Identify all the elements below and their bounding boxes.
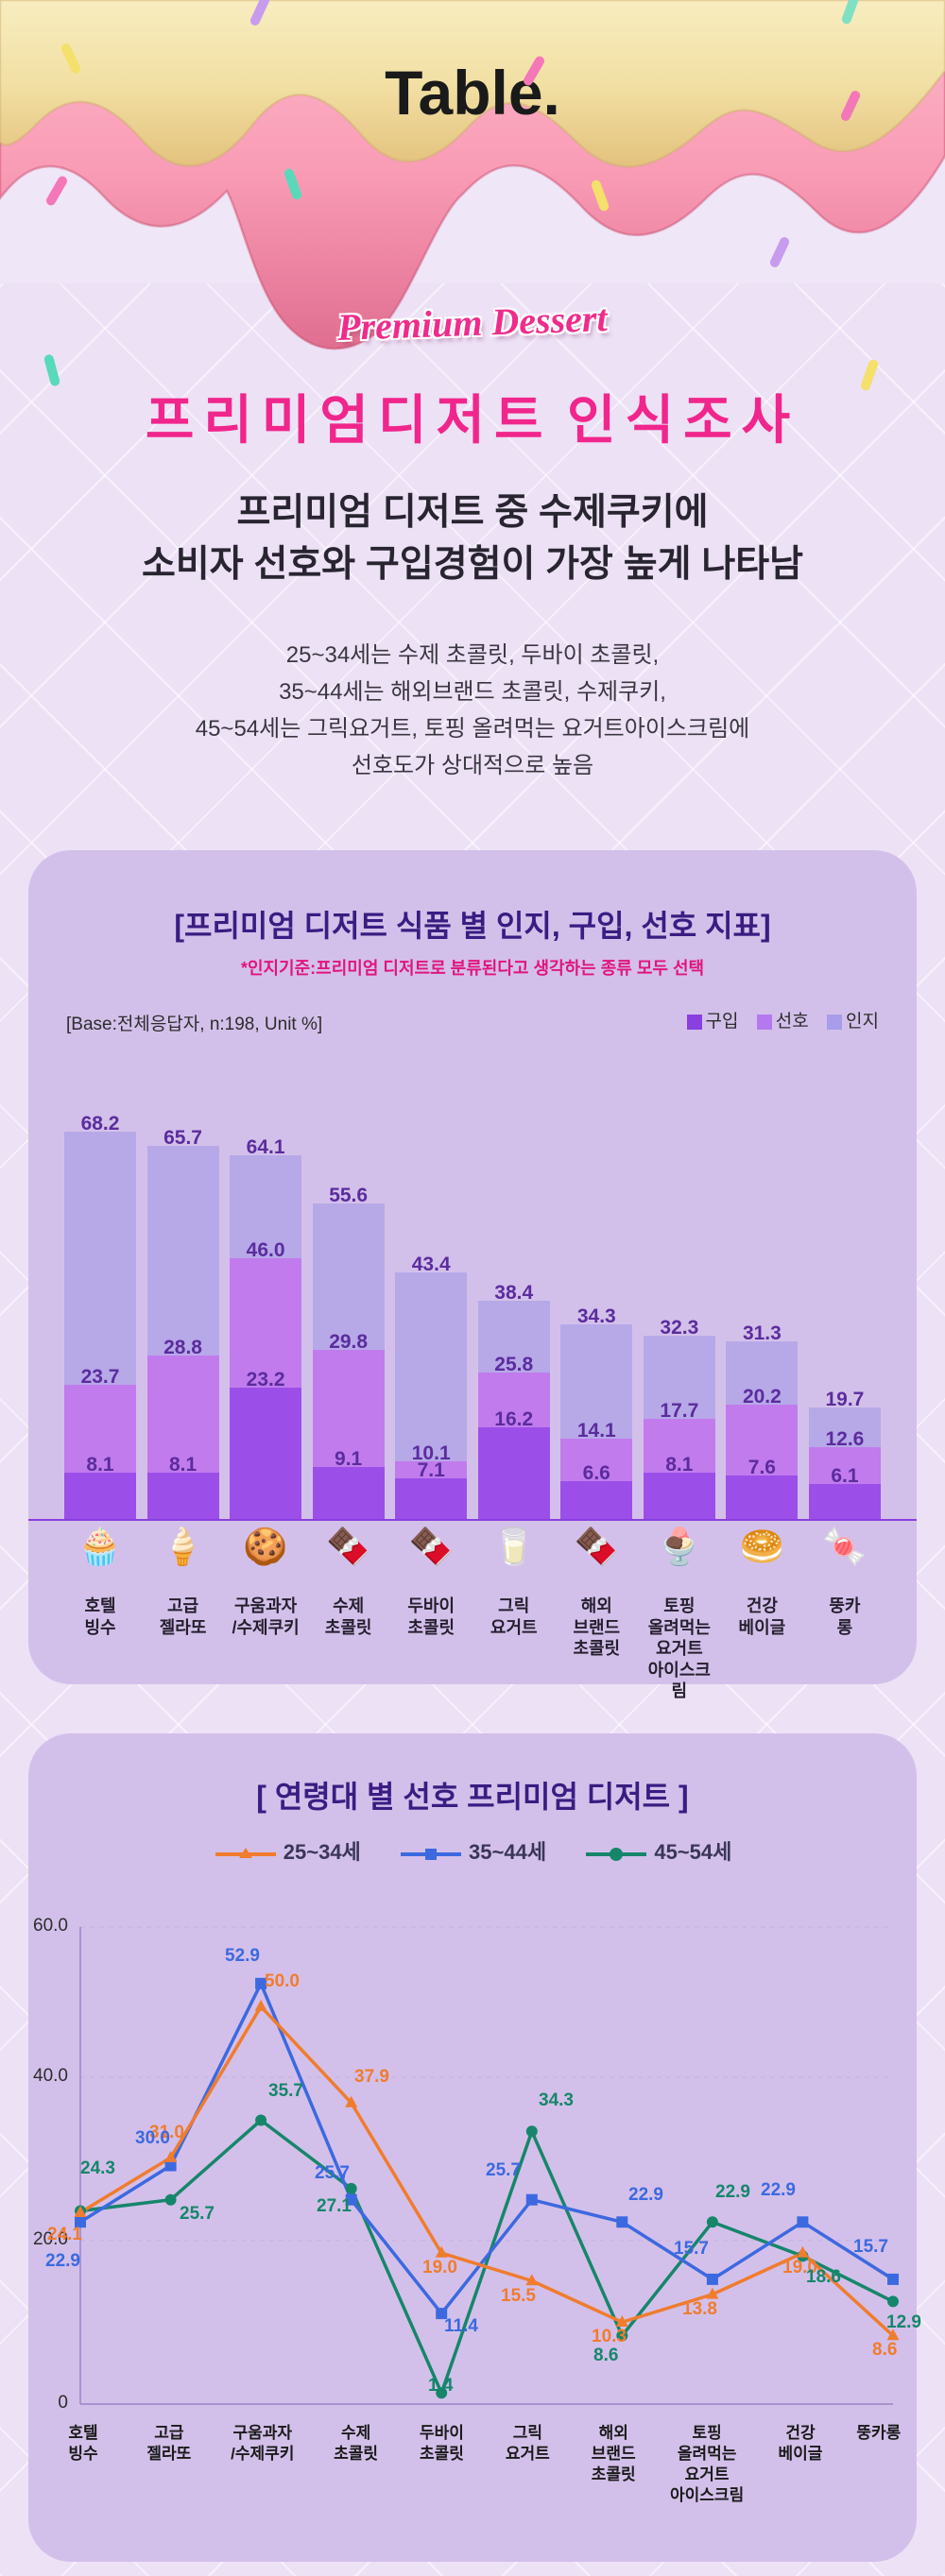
svg-text:40.0: 40.0	[33, 2066, 68, 2086]
svg-text:0: 0	[58, 2393, 68, 2413]
svg-text:60.0: 60.0	[33, 1916, 68, 1936]
